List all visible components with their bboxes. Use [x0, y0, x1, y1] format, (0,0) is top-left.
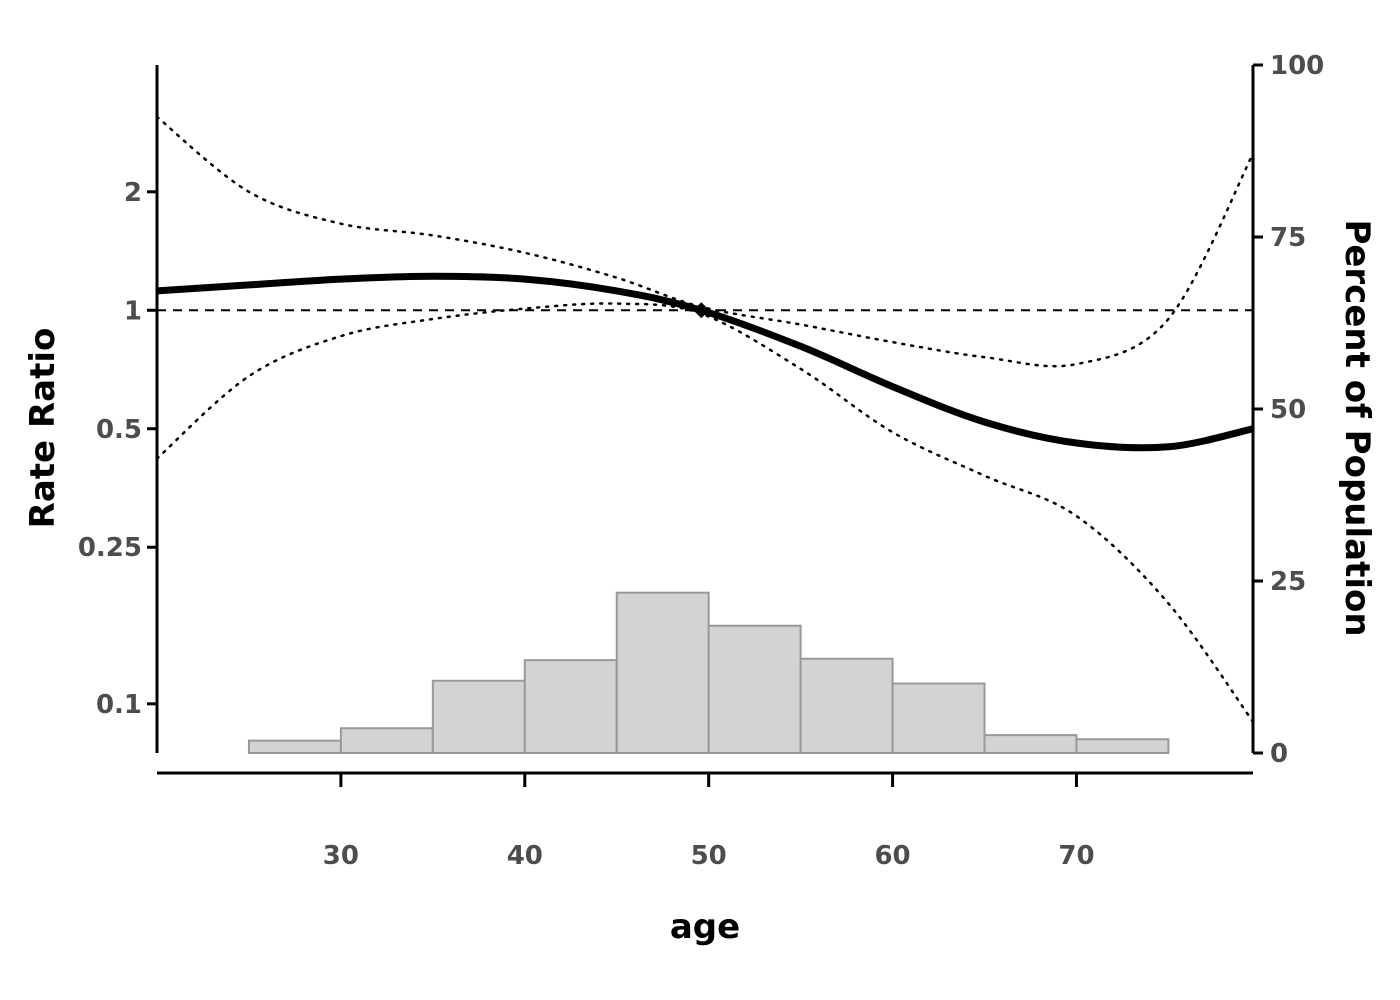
histogram-bar [799, 657, 894, 755]
y-tick-label: 0.5 [96, 415, 142, 445]
y2-tick-label: 50 [1270, 395, 1306, 425]
histogram-bar [707, 624, 802, 754]
y2-tick-label: 0 [1270, 739, 1288, 769]
reference-point-marker [693, 302, 710, 319]
histogram-bar [523, 659, 618, 754]
y-tick-label: 2 [124, 178, 142, 208]
y-tick-label: 0.1 [96, 690, 142, 720]
y-tick-label: 0.25 [78, 533, 142, 563]
x-tick-label: 30 [323, 841, 359, 871]
lower-ci-curve [155, 302, 1255, 724]
curve-layer [155, 115, 1255, 724]
population-histogram [247, 591, 1170, 755]
histogram-bar [431, 679, 526, 755]
y2-axis-title: Percent of Population [1337, 219, 1377, 636]
y2-tick-label: 100 [1270, 51, 1324, 81]
x-axis-title: age [670, 907, 740, 947]
histogram-bar [247, 739, 342, 755]
histogram-bar [891, 682, 986, 755]
y2-tick-label: 75 [1270, 223, 1306, 253]
histogram-bar [1075, 738, 1170, 754]
x-tick-label: 70 [1058, 841, 1094, 871]
histogram-bar [615, 591, 710, 754]
upper-ci-curve [155, 115, 1255, 368]
histogram-bar [983, 734, 1078, 754]
y2-tick-label: 25 [1270, 567, 1306, 597]
x-tick-label: 40 [507, 841, 543, 871]
y-axis-title: Rate Ratio [23, 328, 63, 529]
histogram-bar [339, 727, 434, 754]
x-tick-label: 50 [691, 841, 727, 871]
y-tick-label: 1 [124, 296, 142, 326]
tick-layer: 30 40 50 60 70 0.1 0.25 0.5 1 2 0 25 50 75 100 [78, 51, 1324, 871]
x-tick-label: 60 [874, 841, 910, 871]
